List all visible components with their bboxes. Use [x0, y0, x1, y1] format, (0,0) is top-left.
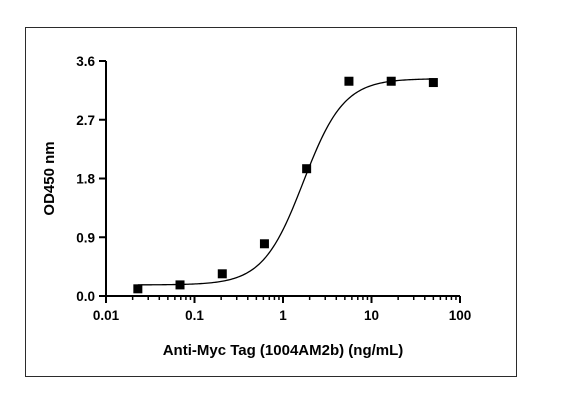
x-tick-label: 0.01	[93, 308, 120, 323]
x-axis-ticks: 0.01 0.1 1 10 100	[93, 296, 471, 323]
x-axis-title: Anti-Myc Tag (1004AM2b) (ng/mL)	[163, 342, 404, 359]
dose-response-chart: 0.01 0.1 1 10 100 0.0 0.9 1.8 2.7 3.6 Anti-Myc T…	[41, 54, 471, 359]
data-point	[133, 284, 143, 294]
y-tick-label: 0.0	[76, 289, 95, 304]
data-point	[302, 164, 312, 174]
y-axis-title: OD450 nm	[41, 141, 58, 215]
x-tick-label: 100	[449, 308, 472, 323]
y-tick-label: 2.7	[76, 113, 95, 128]
data-points	[133, 76, 438, 294]
x-tick-label: 10	[364, 308, 379, 323]
data-point	[428, 78, 438, 88]
chart-frame: 0.01 0.1 1 10 100 0.0 0.9 1.8 2.7 3.6 Anti-Myc T…	[25, 27, 517, 377]
fit-curve	[137, 78, 434, 286]
y-tick-label: 1.8	[76, 172, 95, 187]
y-tick-label: 0.9	[76, 230, 95, 245]
y-tick-label: 3.6	[76, 54, 95, 69]
data-point	[386, 76, 396, 86]
y-axis-ticks: 0.0 0.9 1.8 2.7 3.6	[76, 54, 106, 304]
x-tick-label: 0.1	[185, 308, 204, 323]
data-point	[344, 76, 354, 86]
x-tick-label: 1	[279, 308, 287, 323]
data-point	[175, 280, 185, 290]
data-point	[217, 269, 227, 279]
data-point	[259, 239, 269, 249]
